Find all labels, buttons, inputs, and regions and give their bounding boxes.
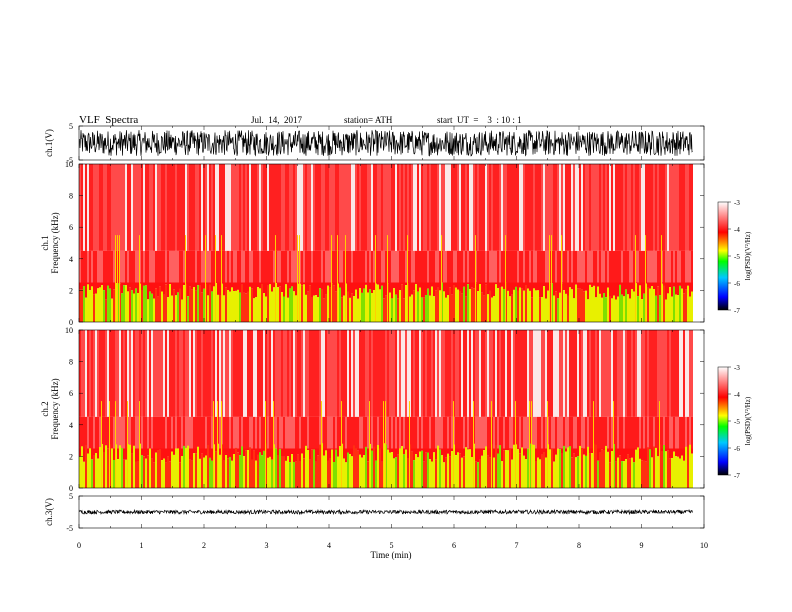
xtick-label: 4 xyxy=(327,541,331,550)
xtick-label: 9 xyxy=(640,541,644,550)
spectrogram-ylabel-ch2-line1: ch.2 xyxy=(40,401,50,416)
xtick-label: 10 xyxy=(700,541,708,550)
colorbar-tick-label: -6 xyxy=(734,445,740,453)
xtick-label: 2 xyxy=(202,541,206,550)
colorbar-tick-label: -5 xyxy=(734,418,740,426)
xtick-label: 3 xyxy=(265,541,269,550)
station-label: station= ATH xyxy=(344,115,393,125)
waveform-axis-ch1: 5 -5 xyxy=(66,122,705,165)
xtick-label: 1 xyxy=(140,541,144,550)
waveform-ylabel-ch1: ch.1(V) xyxy=(44,129,54,157)
ytick-label: 6 xyxy=(69,389,73,398)
ytick-label: 8 xyxy=(69,358,73,367)
ytick-label: 0 xyxy=(69,318,73,327)
colorbar-tick-label: -7 xyxy=(734,472,740,480)
spectrogram-axis-ch2: 0 2 4 6 8 10 xyxy=(65,326,705,493)
colorbar-ticks-ch2: -3 -4 -5 -6 -7 xyxy=(728,364,740,480)
colorbar-tick-label: -7 xyxy=(734,307,740,315)
colorbar-label-ch2: log(PSD)(V²/Hz) xyxy=(744,396,752,445)
start-ut-label: start UT = 3 : 10 : 1 xyxy=(437,115,522,125)
xtick-label: 0 xyxy=(77,541,81,550)
colorbar-tick-label: -3 xyxy=(734,364,740,372)
colorbar-tick-label: -5 xyxy=(734,253,740,261)
chart-title: VLF Spectra xyxy=(79,114,139,126)
spectrogram-axis-ch1: 0 2 4 6 8 10 xyxy=(65,160,705,327)
waveform-trace-ch3 xyxy=(79,508,693,516)
time-axis-label: Time (min) xyxy=(371,550,412,560)
colorbar-tick-label: -3 xyxy=(734,199,740,207)
ytick-label: -5 xyxy=(66,524,73,533)
colorbar-tick-label: -4 xyxy=(734,226,740,234)
spectrogram-ylabel-ch1-line2: Frequency (kHz) xyxy=(50,212,60,273)
colorbar-gradient-ch1 xyxy=(717,201,729,311)
colorbar-label-ch1: log(PSD)(V²/Hz) xyxy=(744,231,752,280)
date-label: Jul. 14, 2017 xyxy=(251,115,303,125)
ytick-label: 2 xyxy=(69,286,73,295)
spectrogram-image-ch2 xyxy=(79,330,693,488)
waveform-panel-ch1: 5 -5 ch.1(V) xyxy=(44,122,705,165)
spectrogram-panel-ch1: 0 2 4 6 8 10 ch.1 Frequency (kHz) -3 -4 -5 -6 -7 … xyxy=(40,160,752,327)
colorbar-ch1: -3 -4 -5 -6 -7 log(PSD)(V²/Hz) xyxy=(717,199,752,315)
ytick-label: -5 xyxy=(66,156,73,165)
ytick-label: 8 xyxy=(69,192,73,201)
spectrogram-panel-ch2: 0 2 4 6 8 10 ch.2 Frequency (kHz) -3 -4 -5 -6 -7 … xyxy=(40,326,752,493)
xtick-label: 8 xyxy=(577,541,581,550)
ytick-label: 5 xyxy=(69,492,73,501)
colorbar-ch2: -3 -4 -5 -6 -7 log(PSD)(V²/Hz) xyxy=(717,364,752,480)
colorbar-tick-label: -6 xyxy=(734,280,740,288)
spectrogram-image-ch1 xyxy=(79,164,693,322)
xtick-label: 6 xyxy=(452,541,456,550)
colorbar-tick-label: -4 xyxy=(734,391,740,399)
xtick-label: 5 xyxy=(390,541,394,550)
colorbar-gradient-ch2 xyxy=(717,366,729,476)
ytick-label: 10 xyxy=(65,160,73,169)
ytick-label: 5 xyxy=(69,122,73,131)
waveform-trace-ch1 xyxy=(79,129,693,157)
ytick-label: 2 xyxy=(69,452,73,461)
time-axis-ticklabels: 0 1 2 3 4 5 6 7 8 9 10 xyxy=(77,541,708,550)
ytick-label: 10 xyxy=(65,326,73,335)
ytick-label: 6 xyxy=(69,223,73,232)
ytick-label: 4 xyxy=(69,421,73,430)
colorbar-ticks-ch1: -3 -4 -5 -6 -7 xyxy=(728,199,740,315)
waveform-panel-ch3: 5 -5 ch.3(V) 0 1 2 3 4 5 6 7 8 9 10 Time (min) xyxy=(44,492,708,560)
waveform-axis-ch3: 5 -5 xyxy=(66,492,705,533)
xtick-label: 7 xyxy=(515,541,519,550)
ytick-label: 0 xyxy=(69,484,73,493)
waveform-ylabel-ch3: ch.3(V) xyxy=(44,498,54,526)
spectrogram-ylabel-ch2-line2: Frequency (kHz) xyxy=(50,378,60,439)
ytick-label: 4 xyxy=(69,255,73,264)
spectrogram-ylabel-ch1-line1: ch.1 xyxy=(40,235,50,250)
